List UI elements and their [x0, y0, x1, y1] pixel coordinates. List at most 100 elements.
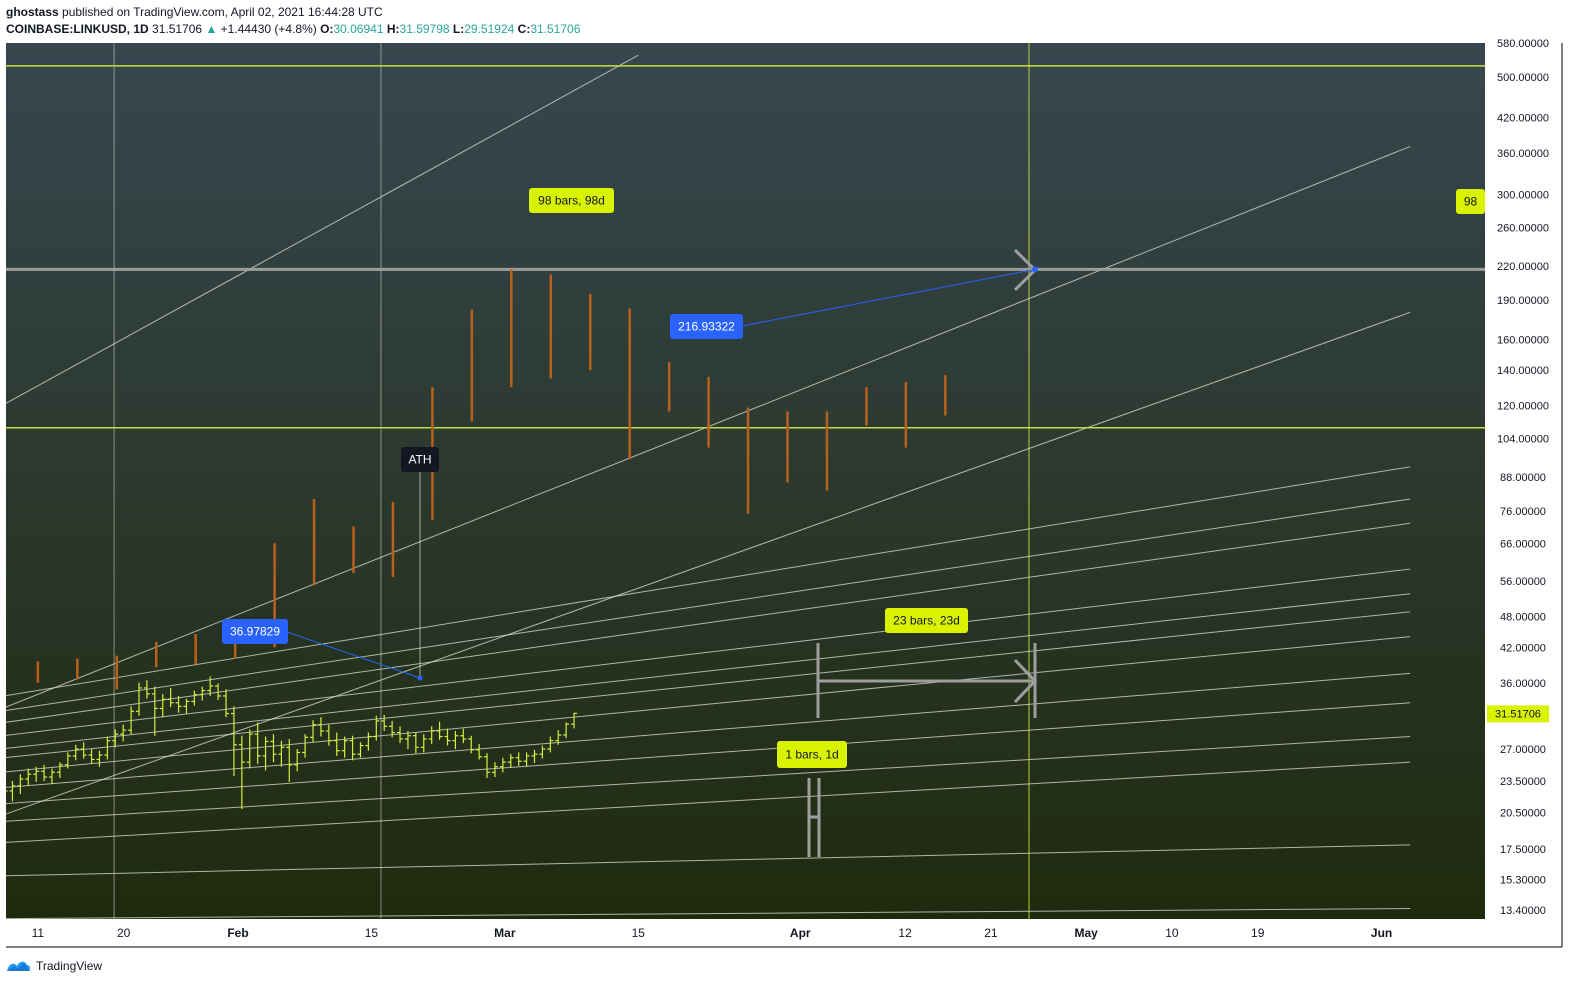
trend-channel-line[interactable] [0, 311, 1411, 830]
ohlc-bar[interactable] [104, 736, 111, 760]
ohlc-bar[interactable] [96, 750, 103, 767]
ohlc-bar[interactable] [341, 736, 348, 758]
trend-channel-line[interactable] [0, 761, 1411, 845]
trend-channel-line[interactable] [0, 844, 1411, 877]
ohlc-bar[interactable] [41, 764, 48, 781]
ohlc-bar[interactable] [373, 715, 380, 741]
price-label-target[interactable]: 216.93322 [670, 314, 743, 339]
ohlc-bar[interactable] [420, 734, 427, 753]
ohlc-bar[interactable] [286, 738, 293, 782]
ohlc-bar[interactable] [80, 742, 87, 759]
measure-label-98[interactable]: 98 [1456, 189, 1485, 214]
ohlc-bar[interactable] [317, 717, 324, 737]
ohlc-bar[interactable] [555, 730, 562, 745]
ohlc-bar[interactable] [25, 768, 32, 786]
ohlc-bar[interactable] [499, 757, 506, 773]
ohlc-bar[interactable] [357, 742, 364, 758]
ohlc-bar[interactable] [159, 693, 166, 718]
trend-channel-line[interactable] [0, 672, 1411, 791]
trend-channel-line[interactable] [0, 736, 1411, 824]
trend-channel-line[interactable] [0, 54, 639, 428]
trend-channel-line[interactable] [0, 522, 1411, 728]
ohlc-bar[interactable] [325, 724, 332, 746]
ohlc-bar[interactable] [151, 686, 158, 736]
trend-channel-line[interactable] [0, 593, 1411, 754]
price-axis[interactable] [1485, 43, 1562, 919]
ohlc-bar[interactable] [72, 744, 79, 761]
ohlc-bar[interactable] [2, 776, 8, 798]
ohlc-bar[interactable] [17, 774, 24, 795]
ohlc-bar[interactable] [515, 752, 522, 766]
measure-label-1-bar[interactable]: 1 bars, 1d [777, 741, 847, 768]
ohlc-bar[interactable] [199, 686, 206, 701]
ohlc-bar[interactable] [88, 748, 95, 764]
trend-channel-line[interactable] [0, 702, 1411, 807]
trend-channel-line[interactable] [0, 611, 1411, 762]
ohlc-bar[interactable] [531, 749, 538, 764]
ohlc-bar[interactable] [310, 720, 317, 743]
ohlc-bar[interactable] [175, 695, 182, 713]
time-axis[interactable] [6, 919, 1485, 947]
trend-channel-line[interactable] [0, 146, 1411, 724]
ohlc-bar[interactable] [112, 729, 119, 748]
ohlc-bar[interactable] [436, 721, 443, 740]
ohlc-bar[interactable] [215, 683, 222, 701]
ohlc-bar[interactable] [302, 734, 309, 758]
trend-channel-line[interactable] [0, 498, 1411, 717]
ohlc-bar[interactable] [167, 687, 174, 708]
ohlc-bar[interactable] [48, 768, 55, 784]
ohlc-bar[interactable] [547, 736, 554, 753]
ohlc-bar[interactable] [230, 706, 237, 777]
ohlc-bar[interactable] [539, 745, 546, 759]
ohlc-bar[interactable] [491, 762, 498, 778]
ohlc-bar[interactable] [278, 740, 285, 767]
ohlc-bar[interactable] [56, 762, 63, 779]
ohlc-bar[interactable] [128, 706, 135, 735]
ohlc-bar[interactable] [333, 732, 340, 756]
ohlc-bar[interactable] [476, 743, 483, 760]
ohlc-bar[interactable] [136, 682, 143, 716]
ohlc-bar[interactable] [143, 680, 150, 699]
ohlc-bar[interactable] [238, 735, 245, 810]
ohlc-bar[interactable] [64, 752, 71, 769]
price-label-ath[interactable]: 36.97829 [222, 619, 288, 644]
last-price-marker[interactable] [1487, 705, 1549, 723]
symbol-name[interactable]: COINBASE:LINKUSD, 1D [6, 22, 149, 36]
ohlc-bar[interactable] [523, 752, 530, 767]
ohlc-bar[interactable] [33, 766, 40, 782]
trend-channel-line[interactable] [0, 466, 1411, 703]
ohlc-bar[interactable] [397, 726, 404, 744]
ohlc-bar[interactable] [349, 735, 356, 761]
ohlc-bar[interactable] [452, 730, 459, 749]
tradingview-brand[interactable]: TradingView [36, 959, 103, 973]
ath-callout[interactable]: ATH [401, 447, 439, 472]
trend-channel-line[interactable] [0, 636, 1411, 777]
ohlc-bar[interactable] [428, 726, 435, 744]
ohlc-bar[interactable] [254, 722, 261, 764]
plot-background[interactable] [6, 43, 1485, 919]
ohlc-bar[interactable] [484, 753, 491, 779]
tradingview-footer[interactable]: TradingView [6, 957, 102, 975]
measure-label-98-bars[interactable]: 98 bars, 98d [529, 188, 614, 213]
ohlc-bar[interactable] [183, 698, 190, 714]
ohlc-bar[interactable] [444, 728, 451, 746]
ohlc-bar[interactable] [404, 730, 411, 749]
ohlc-bar[interactable] [191, 690, 198, 706]
author-name[interactable]: ghostass [6, 5, 59, 19]
ohlc-bar[interactable] [468, 735, 475, 754]
ohlc-bar[interactable] [381, 714, 388, 731]
ohlc-bar[interactable] [9, 780, 16, 802]
ohlc-bar[interactable] [120, 724, 127, 742]
trend-channel-line[interactable] [0, 568, 1411, 741]
ohlc-bar[interactable] [207, 676, 214, 696]
ohlc-bar[interactable] [294, 748, 301, 772]
ohlc-bar[interactable] [389, 720, 396, 738]
measure-label-23-bars[interactable]: 23 bars, 23d [885, 608, 968, 633]
ohlc-bar[interactable] [507, 754, 514, 768]
ohlc-bar[interactable] [412, 732, 419, 754]
ohlc-bar[interactable] [270, 734, 277, 763]
ohlc-bar[interactable] [365, 732, 372, 751]
ohlc-bar[interactable] [571, 712, 578, 729]
ohlc-bar[interactable] [563, 722, 570, 739]
